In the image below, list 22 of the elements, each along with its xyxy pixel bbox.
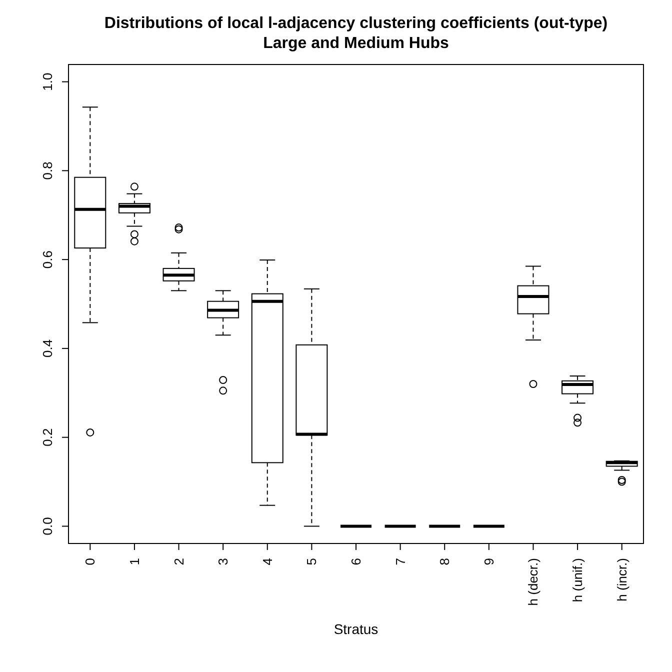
y-tick-label: 1.0 xyxy=(40,72,55,91)
x-tick-label: 1 xyxy=(126,558,142,566)
x-tick-label: h (incr.) xyxy=(614,558,630,602)
chart-title: Distributions of local l-adjacency clustering coefficients (out-type) xyxy=(103,14,609,34)
x-tick-label: h (decr.) xyxy=(526,558,541,606)
x-tick-label: 9 xyxy=(481,558,496,566)
x-tick-label: 0 xyxy=(82,558,98,566)
y-tick-label: 0.0 xyxy=(40,517,55,536)
y-tick-label: 0.6 xyxy=(40,250,55,269)
x-tick-label: 5 xyxy=(304,558,320,566)
y-tick-label: 0.8 xyxy=(40,162,55,180)
x-tick-label: 7 xyxy=(392,558,408,566)
x-tick-label: h (unif.) xyxy=(570,558,586,602)
chart-subtitle: Large and Medium Hubs xyxy=(262,34,450,54)
x-tick-label: 8 xyxy=(437,558,452,566)
x-tick-label: 2 xyxy=(171,558,186,566)
y-tick-label: 0.4 xyxy=(40,339,55,358)
y-tick-label: 0.2 xyxy=(40,428,55,446)
x-tick-label: 4 xyxy=(260,558,275,566)
x-tick-label: 6 xyxy=(348,558,364,566)
x-axis-title: Stratus xyxy=(334,621,378,637)
x-tick-label: 3 xyxy=(216,558,231,566)
